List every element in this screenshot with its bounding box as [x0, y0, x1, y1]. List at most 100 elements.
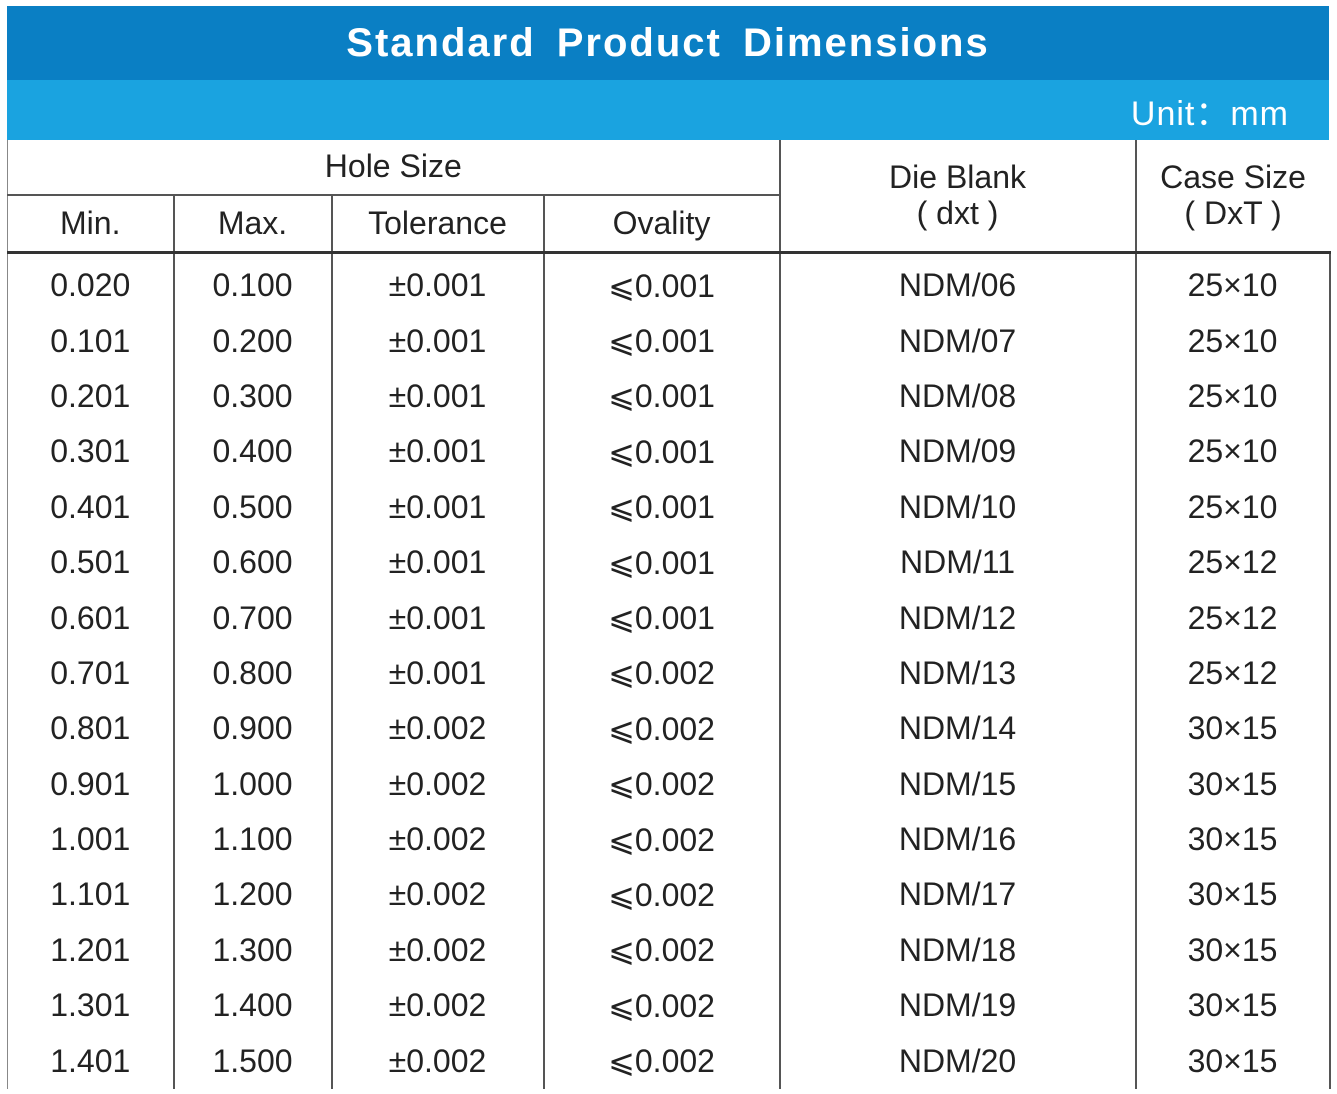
- table-row: 0.601 0.700 ±0.001 ⩽0.001 NDM/12 25×12: [7, 590, 1331, 646]
- cell-tolerance: ±0.001: [331, 590, 545, 646]
- cell-case: 30×15: [1135, 811, 1331, 868]
- cell-max: 0.700: [173, 590, 333, 646]
- header-ovality: Ovality: [543, 195, 781, 254]
- cell-min: 0.601: [7, 590, 175, 646]
- cell-case: 30×15: [1135, 867, 1331, 923]
- header-case-size-line1: Case Size: [1160, 159, 1306, 196]
- header-hole-size: Hole Size: [6, 140, 781, 196]
- cell-ovality: ⩽0.001: [543, 368, 781, 425]
- cell-case: 30×15: [1135, 922, 1331, 979]
- cell-tolerance: ±0.001: [331, 252, 545, 314]
- header-case-size-line2: ( DxT ): [1184, 194, 1282, 231]
- cell-tolerance: ±0.001: [331, 479, 545, 535]
- cell-die: NDM/11: [779, 534, 1137, 591]
- cell-ovality: ⩽0.001: [543, 424, 781, 480]
- cell-die: NDM/13: [779, 645, 1137, 702]
- cell-case: 25×10: [1135, 313, 1331, 369]
- cell-min: 1.201: [7, 922, 175, 979]
- cell-max: 0.500: [173, 479, 333, 535]
- cell-ovality: ⩽0.002: [543, 978, 781, 1034]
- cell-min: 0.201: [7, 368, 175, 425]
- cell-ovality: ⩽0.002: [543, 756, 781, 812]
- cell-max: 1.000: [173, 756, 333, 812]
- title-bar: Standard Product Dimensions: [7, 6, 1329, 80]
- header-die-blank-line1: Die Blank: [889, 159, 1026, 196]
- cell-case: 25×10: [1135, 479, 1331, 535]
- cell-tolerance: ±0.002: [331, 1033, 545, 1089]
- cell-case: 25×12: [1135, 534, 1331, 591]
- header-die-blank: Die Blank ( dxt ): [779, 140, 1137, 254]
- unit-bar: Unit：mm: [7, 80, 1329, 140]
- table-row: 1.101 1.200 ±0.002 ⩽0.002 NDM/17 30×15: [7, 867, 1331, 923]
- cell-min: 1.401: [7, 1033, 175, 1089]
- cell-max: 1.100: [173, 811, 333, 868]
- cell-tolerance: ±0.002: [331, 922, 545, 979]
- cell-die: NDM/10: [779, 479, 1137, 535]
- cell-ovality: ⩽0.002: [543, 1033, 781, 1089]
- cell-die: NDM/15: [779, 756, 1137, 812]
- cell-min: 1.001: [7, 811, 175, 868]
- cell-die: NDM/17: [779, 867, 1137, 923]
- cell-case: 30×15: [1135, 978, 1331, 1034]
- cell-ovality: ⩽0.001: [543, 534, 781, 591]
- cell-ovality: ⩽0.001: [543, 590, 781, 646]
- cell-max: 0.300: [173, 368, 333, 425]
- cell-max: 1.500: [173, 1033, 333, 1089]
- cell-max: 1.200: [173, 867, 333, 923]
- table-row: 1.001 1.100 ±0.002 ⩽0.002 NDM/16 30×15: [7, 811, 1331, 868]
- cell-min: 0.501: [7, 534, 175, 591]
- cell-case: 30×15: [1135, 756, 1331, 812]
- header-tolerance: Tolerance: [331, 195, 545, 254]
- cell-case: 25×10: [1135, 252, 1331, 314]
- cell-max: 0.800: [173, 645, 333, 702]
- cell-tolerance: ±0.001: [331, 424, 545, 480]
- cell-min: 0.701: [7, 645, 175, 702]
- cell-case: 25×10: [1135, 368, 1331, 425]
- cell-tolerance: ±0.002: [331, 811, 545, 868]
- cell-die: NDM/16: [779, 811, 1137, 868]
- dimensions-table: Hole Size Die Blank ( dxt ) Case Size ( …: [6, 140, 1331, 1089]
- cell-min: 0.301: [7, 424, 175, 480]
- cell-min: 0.801: [7, 701, 175, 757]
- header-die-blank-line2: ( dxt ): [916, 194, 999, 231]
- cell-die: NDM/14: [779, 701, 1137, 757]
- cell-case: 30×15: [1135, 1033, 1331, 1089]
- cell-ovality: ⩽0.002: [543, 922, 781, 979]
- cell-max: 0.400: [173, 424, 333, 480]
- cell-ovality: ⩽0.002: [543, 701, 781, 757]
- cell-min: 0.401: [7, 479, 175, 535]
- table-row: 0.501 0.600 ±0.001 ⩽0.001 NDM/11 25×12: [7, 534, 1331, 591]
- cell-case: 25×12: [1135, 590, 1331, 646]
- cell-tolerance: ±0.001: [331, 368, 545, 425]
- cell-ovality: ⩽0.001: [543, 252, 781, 314]
- cell-tolerance: ±0.002: [331, 701, 545, 757]
- cell-min: 0.101: [7, 313, 175, 369]
- cell-die: NDM/09: [779, 424, 1137, 480]
- page-title: Standard Product Dimensions: [346, 20, 990, 65]
- cell-max: 0.100: [173, 252, 333, 314]
- header-min: Min.: [7, 195, 175, 254]
- cell-ovality: ⩽0.002: [543, 867, 781, 923]
- cell-min: 1.301: [7, 978, 175, 1034]
- table-row: 0.201 0.300 ±0.001 ⩽0.001 NDM/08 25×10: [7, 368, 1331, 425]
- cell-tolerance: ±0.002: [331, 756, 545, 812]
- table-row: 1.201 1.300 ±0.002 ⩽0.002 NDM/18 30×15: [7, 922, 1331, 979]
- unit-label: Unit：mm: [1130, 94, 1289, 133]
- cell-die: NDM/06: [779, 252, 1137, 314]
- cell-case: 25×12: [1135, 645, 1331, 702]
- header-case-size: Case Size ( DxT ): [1135, 140, 1330, 254]
- table-row: 0.101 0.200 ±0.001 ⩽0.001 NDM/07 25×10: [7, 313, 1331, 369]
- cell-min: 0.020: [7, 252, 175, 314]
- cell-ovality: ⩽0.001: [543, 313, 781, 369]
- cell-tolerance: ±0.001: [331, 534, 545, 591]
- cell-ovality: ⩽0.002: [543, 645, 781, 702]
- cell-min: 0.901: [7, 756, 175, 812]
- table-body: 0.020 0.100 ±0.001 ⩽0.001 NDM/06 25×10 0.101 0.…: [7, 252, 1331, 1089]
- table-row: 1.401 1.500 ±0.002 ⩽0.002 NDM/20 30×15: [7, 1033, 1331, 1089]
- cell-die: NDM/20: [779, 1033, 1137, 1089]
- cell-ovality: ⩽0.002: [543, 811, 781, 868]
- cell-die: NDM/18: [779, 922, 1137, 979]
- cell-case: 25×10: [1135, 424, 1331, 480]
- table-row: 0.901 1.000 ±0.002 ⩽0.002 NDM/15 30×15: [7, 756, 1331, 812]
- cell-tolerance: ±0.001: [331, 313, 545, 369]
